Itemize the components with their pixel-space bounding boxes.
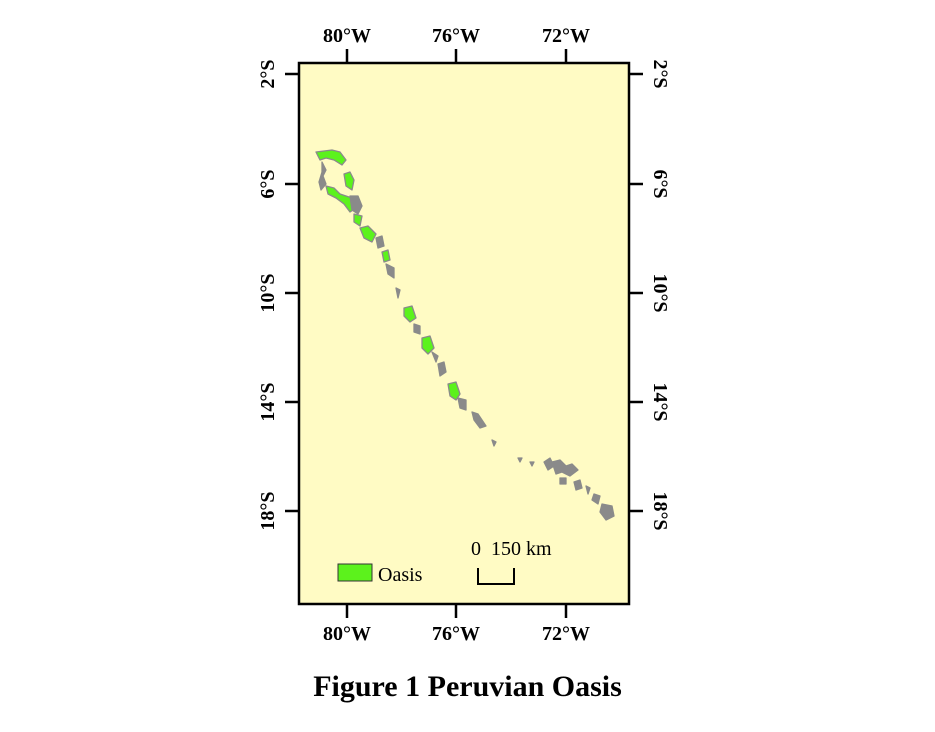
- lon-label-top-72w: 72°W: [542, 25, 590, 47]
- lat-label-right-2s: 2°S: [649, 59, 671, 88]
- lon-label-bottom-80w: 80°W: [323, 623, 371, 645]
- lat-label-left-10s: 10°S: [257, 273, 279, 312]
- map-panel: [297, 61, 631, 606]
- lat-label-left-6s: 6°S: [257, 169, 279, 198]
- figure-caption: Figure 1 Peruvian Oasis: [313, 670, 622, 703]
- tick-marks: [285, 49, 643, 618]
- lat-label-right-6s: 6°S: [649, 169, 671, 198]
- lat-label-left-18s: 18°S: [257, 491, 279, 530]
- scale-bar: [477, 568, 515, 585]
- scale-bar-label: 0 150 km: [471, 538, 552, 560]
- lon-label-bottom-76w: 76°W: [432, 623, 480, 645]
- lon-label-top-80w: 80°W: [323, 25, 371, 47]
- lon-label-bottom-72w: 72°W: [542, 623, 590, 645]
- lat-label-right-10s: 10°S: [649, 273, 671, 312]
- lon-label-top-76w: 76°W: [432, 25, 480, 47]
- legend-label-oasis: Oasis: [378, 564, 423, 586]
- oasis-patches: [315, 149, 615, 521]
- lat-label-right-18s: 18°S: [649, 491, 671, 530]
- legend-swatch-oasis: [337, 563, 373, 582]
- lat-label-right-14s: 14°S: [649, 382, 671, 421]
- lat-label-left-14s: 14°S: [257, 382, 279, 421]
- lat-label-left-2s: 2°S: [257, 59, 279, 88]
